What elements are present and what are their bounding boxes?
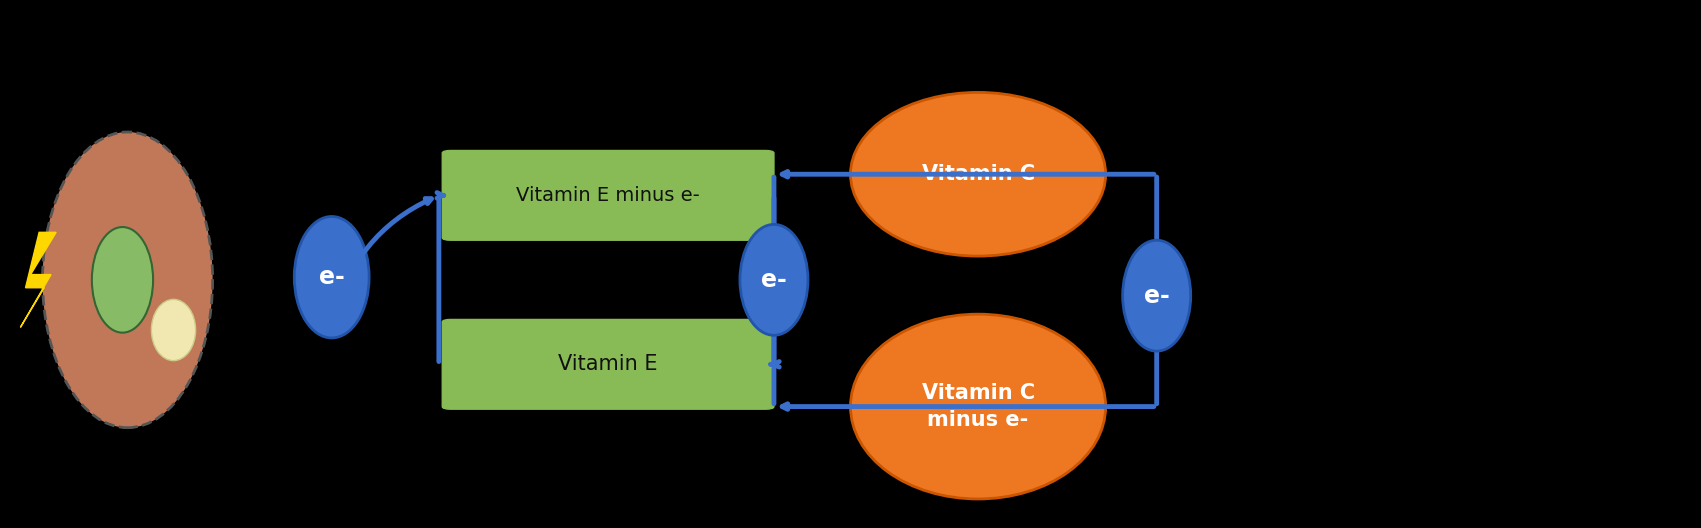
Ellipse shape — [92, 227, 153, 333]
FancyBboxPatch shape — [442, 319, 774, 409]
Text: e-: e- — [1143, 284, 1170, 308]
Text: Vitamin E: Vitamin E — [558, 354, 658, 374]
Text: e-: e- — [318, 265, 345, 289]
Ellipse shape — [850, 92, 1106, 256]
Ellipse shape — [151, 299, 196, 361]
Ellipse shape — [850, 314, 1106, 499]
FancyBboxPatch shape — [442, 150, 774, 240]
Ellipse shape — [43, 132, 213, 428]
Text: e-: e- — [760, 268, 788, 292]
Ellipse shape — [1123, 240, 1191, 351]
Text: Vitamin E minus e-: Vitamin E minus e- — [515, 186, 701, 205]
Ellipse shape — [740, 224, 808, 335]
Text: Vitamin C
minus e-: Vitamin C minus e- — [922, 383, 1034, 430]
Ellipse shape — [294, 216, 369, 338]
Polygon shape — [20, 232, 56, 327]
Text: Vitamin C: Vitamin C — [922, 164, 1034, 184]
